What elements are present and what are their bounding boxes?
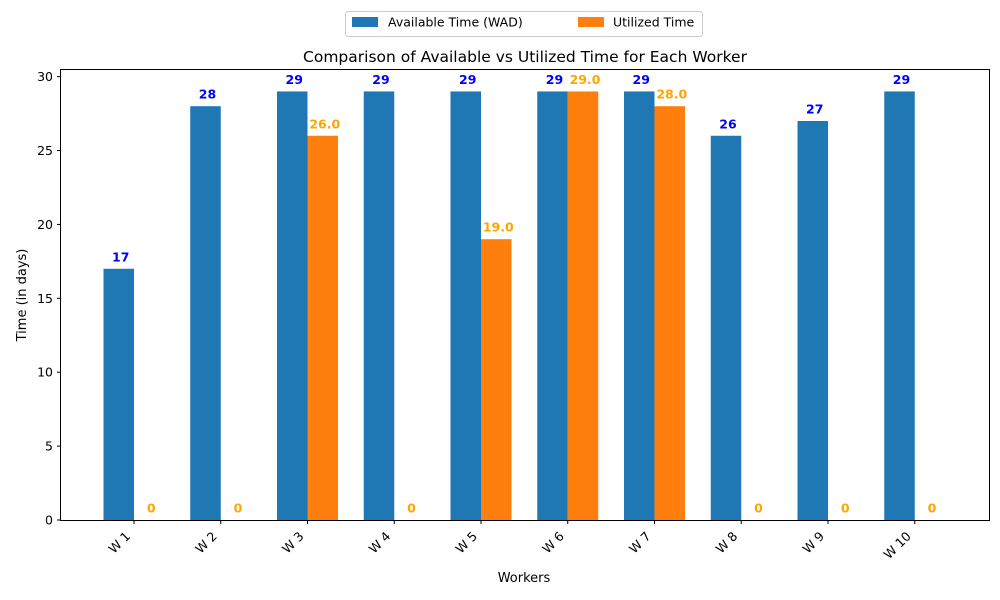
y-tick-label: 0 bbox=[45, 513, 53, 528]
bar-available-1 bbox=[103, 268, 134, 520]
x-axis-label: Workers bbox=[498, 571, 551, 586]
label-available-7: 29 bbox=[633, 72, 650, 87]
x-tick-label: W 4 bbox=[366, 528, 394, 556]
label-utilized-10: 0 bbox=[928, 501, 937, 516]
legend-swatch-utilized bbox=[578, 17, 604, 27]
label-available-9: 27 bbox=[806, 101, 823, 116]
bar-available-4 bbox=[363, 91, 395, 520]
y-axis: 0 5 10 15 20 25 30 bbox=[37, 69, 61, 528]
label-utilized-9: 0 bbox=[841, 501, 850, 516]
x-axis: W 1 W 2 W 3 W 4 W 5 W 6 W 7 W 8 W 9 W 10 bbox=[105, 520, 916, 562]
x-tick-label: W 7 bbox=[626, 529, 654, 557]
x-tick-label: W 10 bbox=[880, 528, 913, 561]
label-utilized-4: 0 bbox=[407, 501, 416, 516]
y-tick-label: 10 bbox=[37, 365, 53, 380]
label-utilized-8: 0 bbox=[754, 501, 763, 516]
legend: Available Time (WAD) Utilized Time bbox=[345, 11, 703, 37]
label-available-5: 29 bbox=[459, 72, 476, 87]
chart-title: Comparison of Available vs Utilized Time… bbox=[303, 48, 748, 66]
y-axis-label: Time (in days) bbox=[15, 249, 30, 343]
y-tick-label: 25 bbox=[37, 143, 53, 158]
x-tick-label: W 2 bbox=[192, 529, 220, 557]
bar-available-3 bbox=[277, 91, 308, 520]
label-available-8: 26 bbox=[719, 116, 737, 131]
legend-frame bbox=[345, 11, 703, 37]
label-utilized-2: 0 bbox=[234, 501, 243, 516]
label-utilized-7: 28.0 bbox=[656, 87, 687, 102]
x-tick-label: W 8 bbox=[713, 528, 741, 556]
y-tick-label: 15 bbox=[37, 291, 53, 306]
x-tick-label: W 3 bbox=[279, 529, 307, 557]
label-available-6: 29 bbox=[546, 72, 563, 87]
data-labels: 17 0 28 0 29 26.0 29 0 29 19.0 29 29.0 29 28.0 26 0 27 0 2… bbox=[112, 72, 937, 516]
label-available-2: 28 bbox=[199, 87, 216, 102]
bar-available-2 bbox=[190, 106, 221, 520]
bar-available-6 bbox=[537, 91, 568, 520]
legend-swatch-available bbox=[352, 17, 378, 27]
bar-available-7 bbox=[624, 91, 655, 520]
label-available-3: 29 bbox=[286, 72, 303, 87]
legend-label-utilized: Utilized Time bbox=[613, 15, 695, 30]
bar-utilized-6 bbox=[567, 91, 599, 520]
y-tick-label: 5 bbox=[45, 439, 53, 454]
plot-frame bbox=[60, 69, 990, 521]
label-utilized-1: 0 bbox=[147, 501, 156, 516]
y-tick-label: 20 bbox=[37, 217, 53, 232]
x-tick-label: W 5 bbox=[452, 529, 480, 557]
bar-available-5 bbox=[450, 91, 481, 520]
legend-label-available: Available Time (WAD) bbox=[388, 15, 523, 30]
bar-available-10 bbox=[884, 91, 915, 520]
bar-utilized-3 bbox=[307, 135, 338, 520]
label-utilized-6: 29.0 bbox=[570, 72, 601, 87]
x-tick-label: W 9 bbox=[799, 528, 827, 556]
x-tick-label: W 1 bbox=[105, 529, 133, 557]
y-tick-label: 30 bbox=[37, 69, 53, 84]
label-available-4: 29 bbox=[372, 72, 389, 87]
label-utilized-3: 26.0 bbox=[309, 116, 340, 131]
label-available-1: 17 bbox=[112, 249, 129, 264]
label-available-10: 29 bbox=[893, 72, 910, 87]
label-utilized-5: 19.0 bbox=[483, 220, 514, 235]
bar-utilized-7 bbox=[654, 106, 685, 520]
bars bbox=[103, 91, 915, 520]
bar-available-8 bbox=[710, 135, 742, 520]
x-tick-label: W 6 bbox=[539, 528, 567, 556]
bar-available-9 bbox=[797, 120, 828, 520]
bar-utilized-5 bbox=[481, 239, 512, 520]
